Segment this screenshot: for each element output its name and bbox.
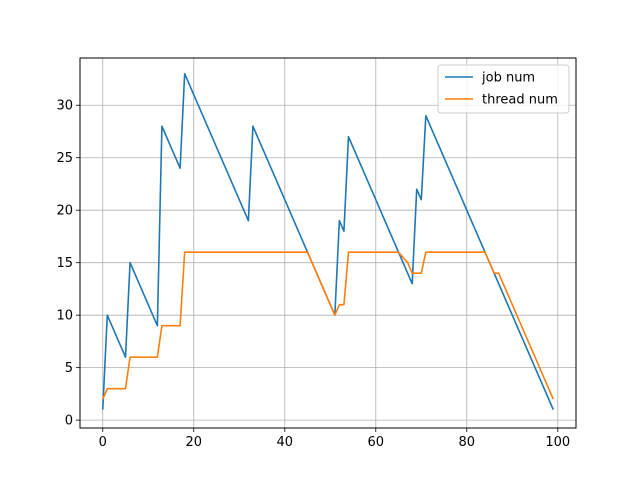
x-tick-label: 0 (99, 435, 107, 450)
y-tick-label: 15 (56, 256, 73, 271)
axis-ticks: 0 20 40 60 80 100 0 5 10 15 20 25 30 (56, 99, 570, 450)
y-tick-label: 0 (65, 414, 73, 429)
x-tick-label: 40 (276, 435, 293, 450)
legend: job num thread num (437, 64, 570, 114)
series-line-job-num (101, 72, 554, 410)
x-tick-label: 20 (185, 435, 202, 450)
x-tick-label: 100 (545, 435, 570, 450)
y-tick-label: 10 (56, 309, 73, 324)
y-tick-label: 25 (56, 151, 73, 166)
legend-label: job num (481, 71, 535, 86)
series-line-thread-num (102, 251, 554, 400)
x-tick-label: 80 (459, 435, 476, 450)
series-lines (101, 72, 554, 410)
legend-label: thread num (482, 93, 558, 108)
x-tick-label: 60 (368, 435, 385, 450)
y-tick-label: 30 (56, 99, 73, 114)
y-tick-label: 5 (65, 361, 73, 376)
y-tick-label: 20 (56, 204, 73, 219)
plot-frame (79, 57, 577, 429)
